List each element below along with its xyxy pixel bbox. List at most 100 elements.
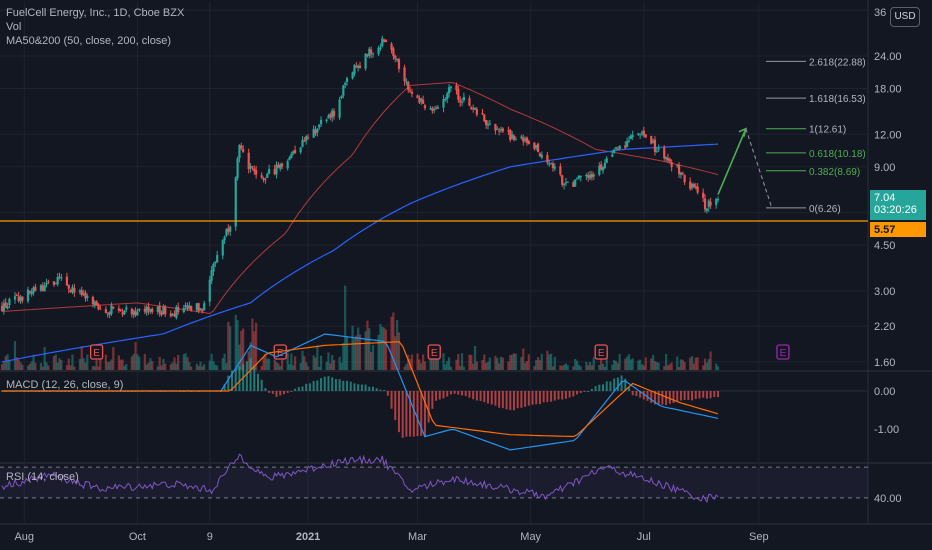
- volume-bar: [199, 361, 202, 370]
- candle-body: [266, 173, 269, 178]
- volume-bar: [190, 366, 193, 370]
- volume-bar: [112, 347, 115, 370]
- macd-histogram-bar: [401, 391, 404, 438]
- volume-bar: [455, 359, 458, 370]
- candle-body: [305, 136, 308, 141]
- macd-legend[interactable]: MACD (12, 26, close, 9): [6, 379, 124, 391]
- time-tick-label: Oct: [129, 531, 146, 543]
- volume-bar: [236, 319, 239, 370]
- volume-bar: [653, 361, 657, 370]
- candle-body: [45, 282, 48, 285]
- volume-bar: [327, 352, 330, 370]
- earnings-marker-label: E: [277, 348, 284, 359]
- volume-bar: [436, 353, 440, 370]
- candle-body: [403, 67, 406, 82]
- volume-bar: [188, 362, 191, 370]
- volume-bar: [184, 353, 187, 370]
- volume-bar: [182, 354, 185, 370]
- candle-body: [600, 164, 603, 170]
- candle-body: [533, 142, 536, 149]
- macd-histogram-bar: [264, 388, 267, 391]
- candle-body: [577, 175, 581, 179]
- time-tick-label: May: [520, 531, 541, 543]
- candle-body: [86, 295, 89, 299]
- volume-bar: [364, 331, 367, 370]
- fib-level-label: 0(6.26): [809, 204, 841, 215]
- volume-bar: [208, 360, 211, 370]
- volume-bar: [84, 362, 87, 370]
- candle-body: [119, 309, 122, 311]
- currency-button[interactable]: USD: [890, 7, 920, 27]
- macd-histogram-bar: [598, 384, 601, 391]
- time-tick-label: 2021: [296, 531, 320, 543]
- candle-body: [498, 130, 501, 132]
- volume-bar: [397, 332, 401, 370]
- moving-averages: [1, 81, 719, 363]
- ma-legend[interactable]: MA50&200 (50, close, 200, close): [6, 35, 172, 47]
- candle-body: [431, 108, 434, 111]
- candle-body: [314, 130, 317, 134]
- candle-body: [52, 281, 56, 285]
- candle-body: [60, 277, 63, 279]
- candle-body: [197, 303, 200, 312]
- candle-body: [368, 48, 371, 57]
- macd-histogram-bar: [494, 391, 497, 406]
- volume-bar: [41, 366, 44, 370]
- volume-bar: [82, 358, 85, 370]
- volume-bar: [371, 344, 375, 370]
- candle-body: [575, 178, 579, 180]
- candle-body: [689, 181, 692, 189]
- candle-body: [627, 140, 631, 142]
- macd-histogram-bar: [553, 391, 556, 401]
- earnings-marker: [89, 344, 104, 360]
- volume-bar: [65, 365, 69, 370]
- volume-legend[interactable]: Vol: [6, 21, 22, 33]
- macd-histogram-bar: [579, 391, 582, 393]
- volume-bar: [524, 363, 527, 370]
- drawing-overlay[interactable]: 2.618(22.88) 1.618(16.53) 1(12.61) 0.618(10…: [0, 57, 868, 222]
- volume-bar: [559, 365, 562, 370]
- volume-bar: [125, 364, 128, 370]
- volume-bar: [598, 364, 601, 370]
- candle-body: [351, 72, 354, 79]
- candle-body: [455, 85, 458, 91]
- candle-body: [327, 115, 330, 119]
- volume-bar: [566, 364, 569, 370]
- macd-histogram-bar: [368, 386, 371, 391]
- candle-body: [78, 290, 82, 293]
- volume-bar: [32, 354, 35, 370]
- macd-histogram-bar: [642, 391, 645, 400]
- volume-bar: [86, 354, 89, 370]
- volume-bar: [344, 285, 347, 370]
- macd-histogram-bar: [308, 383, 311, 391]
- volume-bar: [351, 325, 354, 370]
- candle-body: [26, 289, 30, 302]
- candle-body: [433, 109, 436, 111]
- macd-histogram-bar: [331, 377, 334, 391]
- candle-body: [28, 291, 31, 293]
- candle-body: [566, 181, 569, 183]
- symbol-title[interactable]: FuelCell Energy, Inc., 1D, Cboe BZX: [6, 7, 185, 19]
- rsi-legend[interactable]: RSI (14, close): [6, 471, 79, 483]
- candle-body: [177, 306, 180, 313]
- candle-body: [587, 175, 590, 178]
- macd-histogram-bar: [676, 391, 679, 402]
- volume-bar: [214, 364, 217, 370]
- macd-tick-label: 0.00: [874, 386, 895, 398]
- candle-body: [681, 173, 684, 175]
- candle-body: [173, 313, 176, 317]
- volume-bar: [642, 365, 645, 370]
- volume-bar: [95, 360, 98, 370]
- candle-body: [468, 98, 471, 106]
- candle-body: [212, 263, 215, 272]
- candle-body: [381, 38, 384, 47]
- volume-bar: [383, 327, 386, 370]
- candle-body: [234, 177, 237, 227]
- macd-histogram-bar: [646, 391, 649, 401]
- macd-histogram-bar: [624, 378, 627, 391]
- candle-body: [475, 109, 478, 115]
- candle-body: [184, 304, 187, 307]
- candle-body: [379, 47, 382, 49]
